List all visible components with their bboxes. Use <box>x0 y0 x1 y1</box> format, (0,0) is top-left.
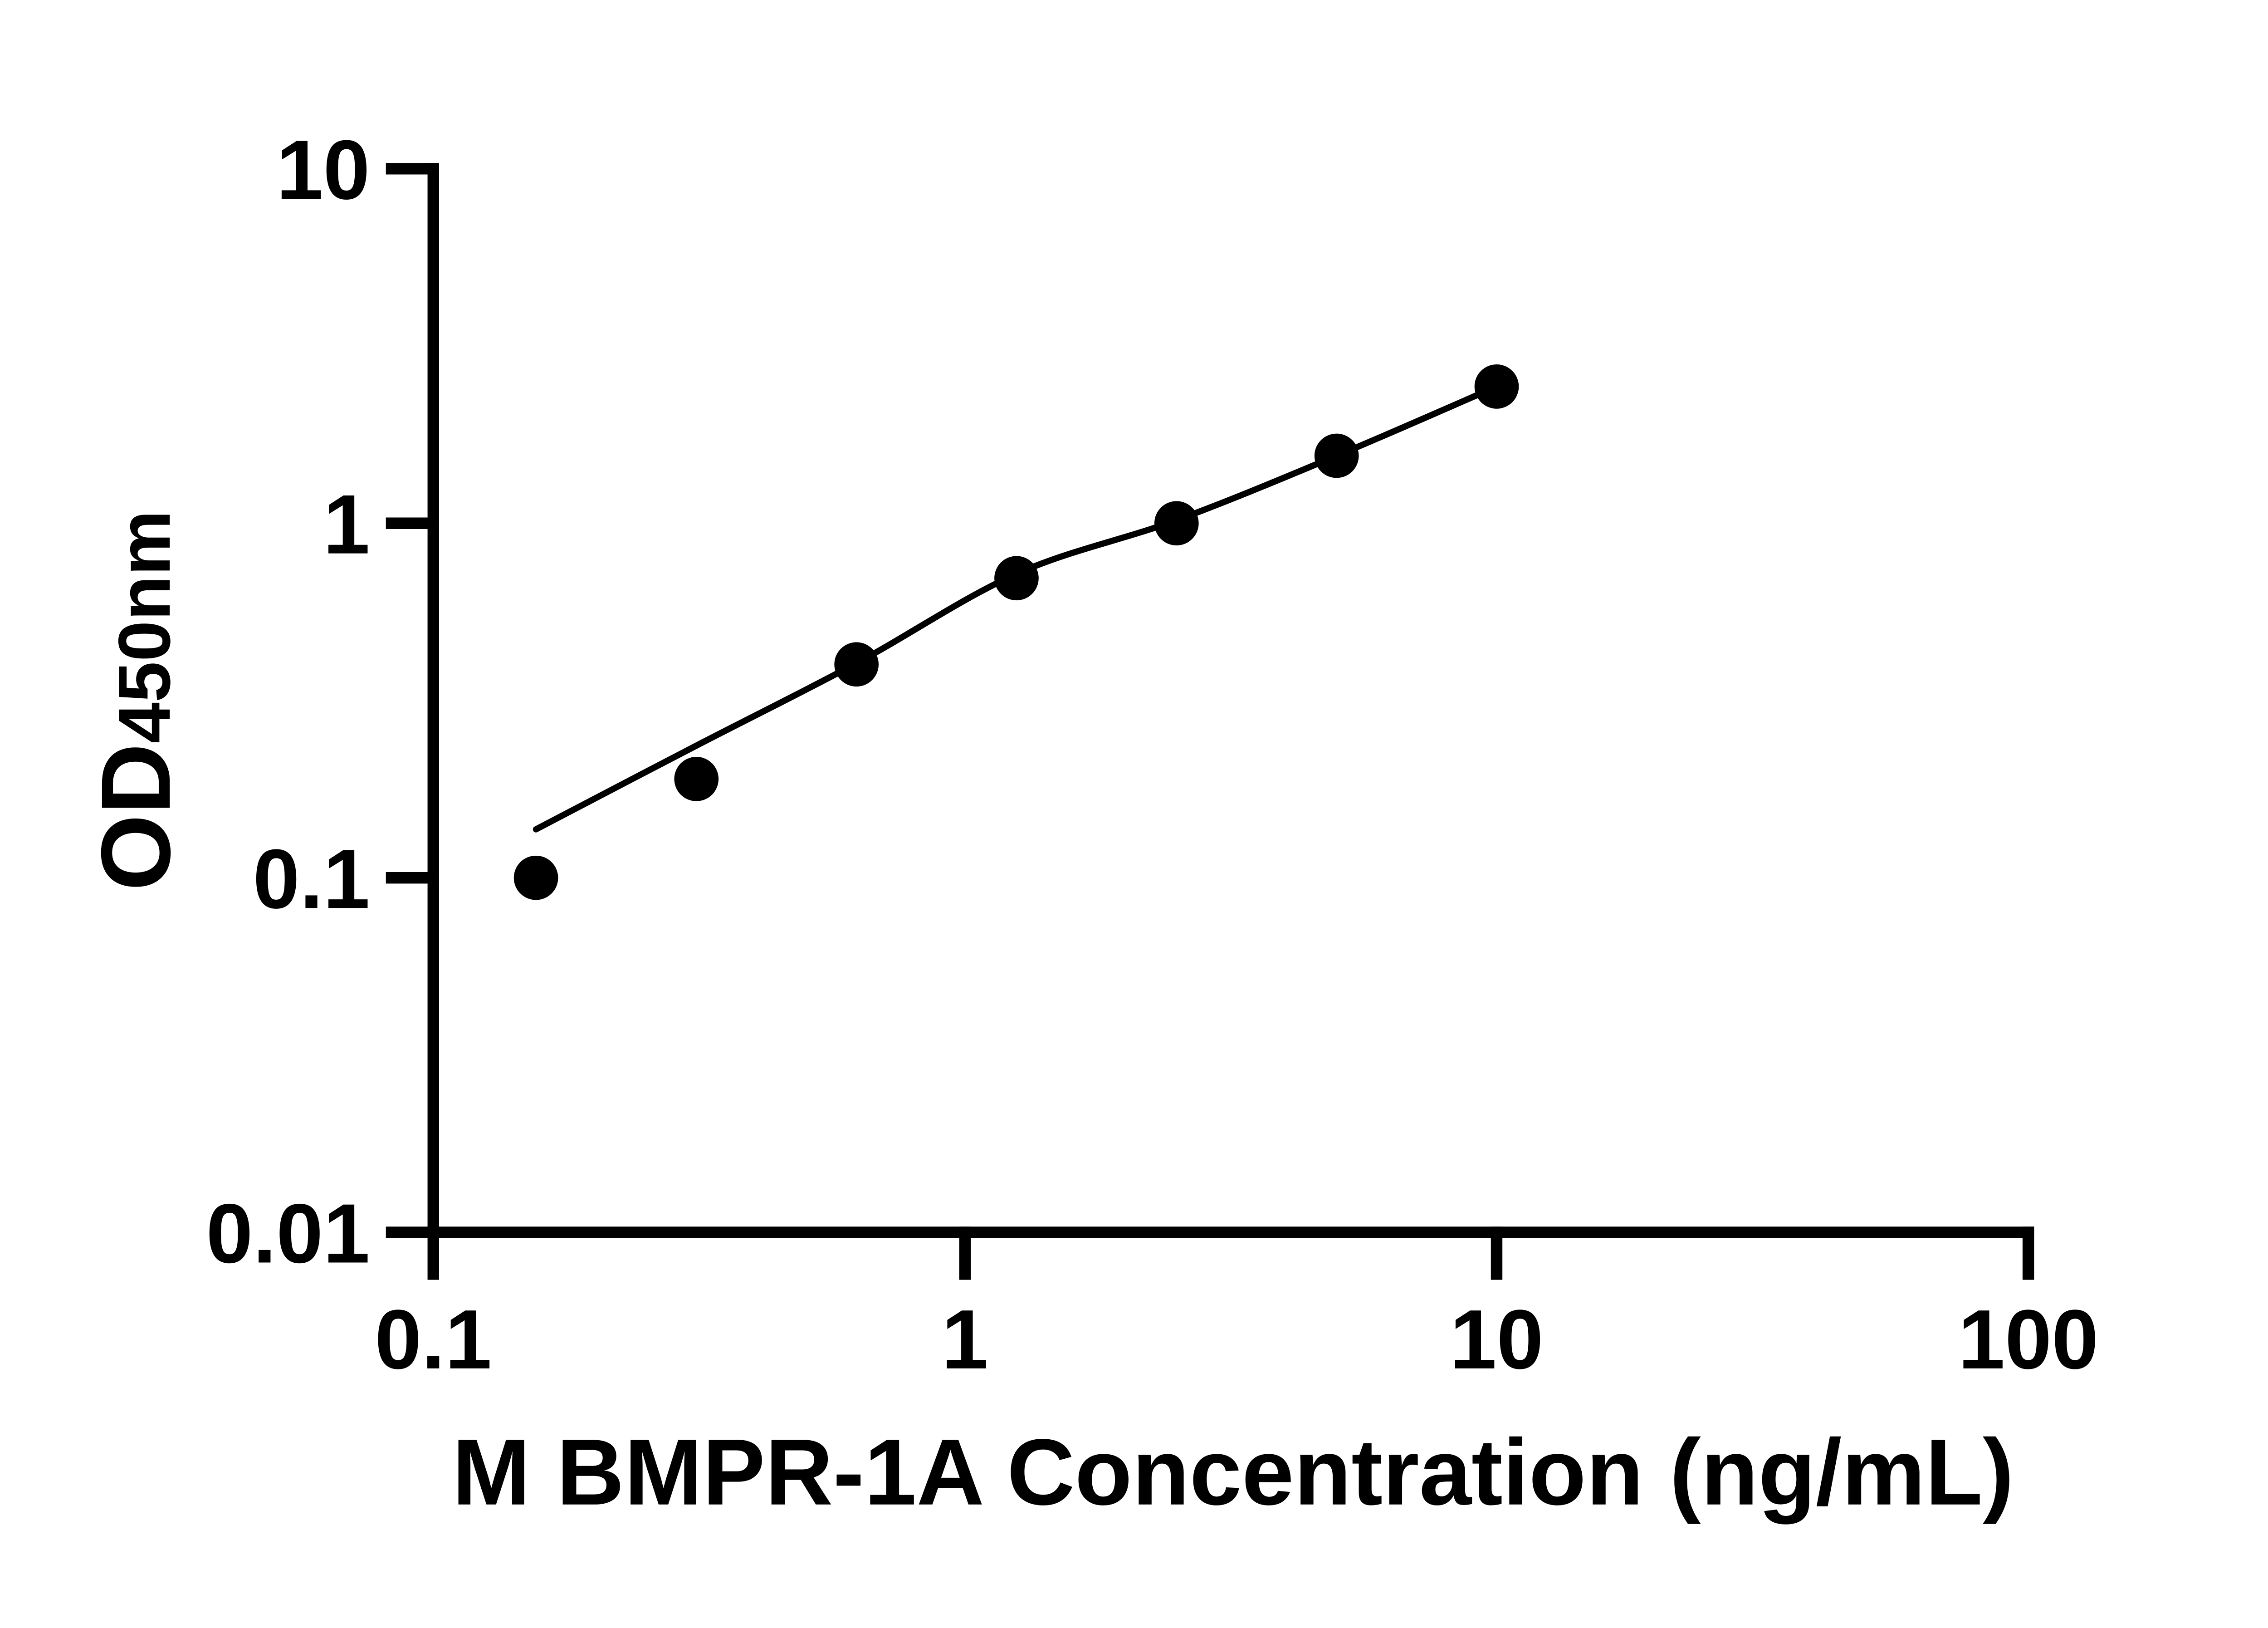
data-point-1 <box>513 855 558 900</box>
data-point-2 <box>674 756 719 801</box>
data-point-3 <box>834 642 879 687</box>
data-point-4 <box>994 556 1039 601</box>
x-tick-label-100: 100 <box>1958 1293 2099 1387</box>
y-axis-title: OD450nm <box>81 510 191 891</box>
y-axis-title-subscript: 450nm <box>103 510 186 743</box>
data-point-7 <box>1474 364 1519 409</box>
data-point-5 <box>1154 501 1199 546</box>
data-point-6 <box>1314 433 1359 478</box>
x-axis-title: M BMPR-1A Concentration (ng/mL) <box>452 1420 2014 1525</box>
x-tick-label-1: 1 <box>942 1293 988 1387</box>
axes <box>427 163 2034 1238</box>
y-tick-label-10: 10 <box>276 123 370 217</box>
x-tick-label-0.1: 0.1 <box>375 1293 492 1387</box>
y-tick-label-0.01: 0.01 <box>206 1187 370 1280</box>
axis-ticks <box>386 163 2034 1280</box>
y-axis-title-main: OD <box>81 743 191 891</box>
x-tick-label-10: 10 <box>1450 1293 1543 1387</box>
chart-background <box>0 19 2268 1609</box>
plot-area <box>513 364 1519 900</box>
y-tick-label-1: 1 <box>323 478 370 572</box>
y-tick-label-0.1: 0.1 <box>253 832 370 926</box>
